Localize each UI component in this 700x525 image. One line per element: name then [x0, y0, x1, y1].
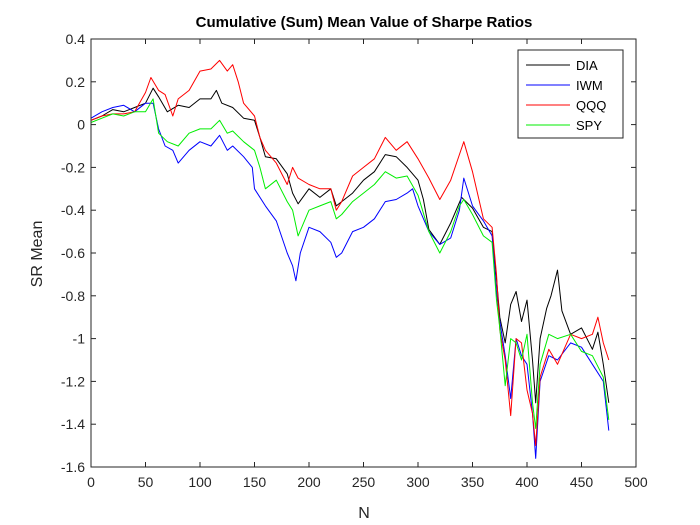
x-tick-label: 50: [138, 474, 154, 490]
y-tick-label: -1.2: [61, 373, 85, 389]
y-tick-label: -0.8: [61, 288, 85, 304]
series-line-dia: [90, 87, 610, 404]
x-tick-label: 200: [297, 474, 321, 490]
plot-lines: [90, 59, 610, 459]
legend-label-qqq: QQQ: [576, 98, 606, 113]
x-tick-label: 500: [624, 474, 648, 490]
x-axis-label: N: [358, 505, 370, 522]
x-tick-label: 350: [461, 474, 485, 490]
x-tick-label: 450: [570, 474, 594, 490]
x-tick-label: 250: [352, 474, 376, 490]
x-tick-label: 150: [243, 474, 267, 490]
x-tick-label: 100: [188, 474, 212, 490]
y-axis-label: SR Mean: [29, 221, 46, 288]
y-tick-label: 0.4: [66, 31, 86, 47]
y-tick-label: -0.2: [61, 159, 85, 175]
y-tick-label: 0: [77, 117, 85, 133]
series-line-iwm: [90, 102, 610, 459]
x-tick-label: 400: [515, 474, 539, 490]
y-tick-label: -1.4: [61, 416, 85, 432]
x-tick-label: 0: [87, 474, 95, 490]
chart-title: Cumulative (Sum) Mean Value of Sharpe Ra…: [196, 14, 533, 31]
legend-label-iwm: IWM: [576, 78, 603, 93]
series-line-spy: [90, 98, 610, 429]
y-tick-label: -1.6: [61, 459, 85, 475]
y-tick-label: -1: [73, 331, 86, 347]
legend: DIA IWM QQQ SPY: [517, 49, 624, 139]
x-tick-label: 300: [406, 474, 430, 490]
series-line-qqq: [90, 59, 610, 447]
y-axis-ticks: 0.4 0.2 0 -0.2 -0.4 -0.6 -0.8 -1 -1.2 -1.4 -1.6: [61, 31, 636, 475]
y-tick-label: 0.2: [66, 74, 86, 90]
legend-label-dia: DIA: [576, 58, 598, 73]
y-tick-label: -0.4: [61, 202, 85, 218]
x-axis-ticks: 0 50 100 150 200 250 300 350 400 450 500: [87, 39, 648, 490]
y-tick-label: -0.6: [61, 245, 85, 261]
legend-label-spy: SPY: [576, 118, 602, 133]
